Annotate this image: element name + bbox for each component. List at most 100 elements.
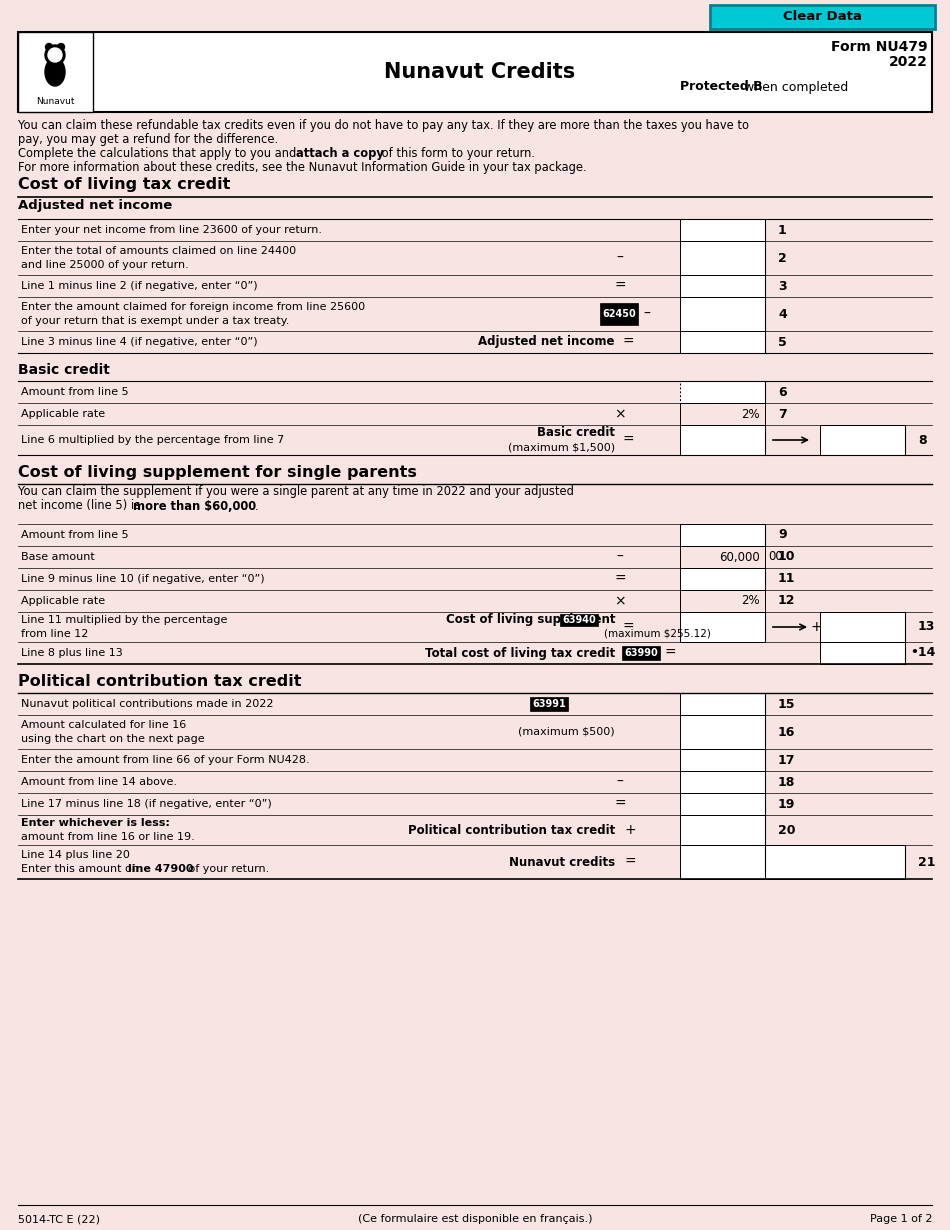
Text: Enter whichever is less:: Enter whichever is less:: [21, 818, 170, 828]
Bar: [680, 845, 905, 879]
Text: more than $60,000: more than $60,000: [133, 499, 256, 513]
Text: 10: 10: [778, 551, 795, 563]
Text: 1: 1: [778, 224, 787, 236]
Text: of your return that is exempt under a tax treaty.: of your return that is exempt under a ta…: [21, 316, 290, 326]
Text: 5014-TC E (22): 5014-TC E (22): [18, 1214, 100, 1224]
Bar: [680, 241, 765, 276]
Text: Enter the amount from line 66 of your Form NU428.: Enter the amount from line 66 of your Fo…: [21, 755, 310, 765]
Circle shape: [58, 43, 65, 50]
Bar: [560, 614, 598, 626]
Text: Applicable rate: Applicable rate: [21, 597, 105, 606]
Ellipse shape: [45, 58, 65, 86]
Text: –: –: [617, 251, 623, 264]
Text: Clear Data: Clear Data: [783, 11, 862, 23]
Bar: [680, 793, 765, 815]
Text: 12: 12: [778, 594, 795, 608]
Bar: [820, 426, 905, 455]
Text: 2: 2: [778, 251, 787, 264]
Text: Cost of living tax credit: Cost of living tax credit: [18, 176, 230, 192]
Text: You can claim the supplement if you were a single parent at any time in 2022 and: You can claim the supplement if you were…: [18, 486, 574, 498]
Text: +: +: [625, 823, 636, 836]
Text: pay, you may get a refund for the difference.: pay, you may get a refund for the differ…: [18, 134, 278, 146]
Text: –: –: [617, 775, 623, 788]
Text: 15: 15: [778, 697, 795, 711]
Text: =: =: [615, 279, 626, 293]
Text: Adjusted net income: Adjusted net income: [18, 199, 172, 213]
Text: Line 6 multiplied by the percentage from line 7: Line 6 multiplied by the percentage from…: [21, 435, 284, 445]
Text: 2%: 2%: [741, 407, 760, 421]
Bar: [18, 32, 932, 112]
Text: Total cost of living tax credit: Total cost of living tax credit: [425, 647, 615, 659]
Text: 9: 9: [778, 529, 787, 541]
Text: =: =: [664, 646, 675, 661]
Text: Enter this amount on: Enter this amount on: [21, 863, 142, 875]
Text: =: =: [625, 855, 636, 870]
Text: and line 25000 of your return.: and line 25000 of your return.: [21, 260, 189, 271]
Text: =: =: [615, 797, 626, 811]
Text: 5: 5: [778, 336, 787, 348]
Bar: [680, 815, 765, 845]
Bar: [680, 331, 765, 353]
Text: of your return.: of your return.: [185, 863, 269, 875]
Text: 21: 21: [918, 856, 936, 868]
Bar: [680, 568, 765, 590]
Text: ×: ×: [615, 407, 626, 421]
Text: For more information about these credits, see the Nunavut Information Guide in y: For more information about these credits…: [18, 161, 586, 175]
Text: Enter the total of amounts claimed on line 24400: Enter the total of amounts claimed on li…: [21, 246, 296, 256]
Text: 19: 19: [778, 797, 795, 811]
Text: Nunavut credits: Nunavut credits: [509, 856, 615, 868]
Text: Nunavut Credits: Nunavut Credits: [385, 62, 576, 82]
Bar: [680, 524, 765, 546]
Text: of this form to your return.: of this form to your return.: [378, 148, 535, 160]
Text: =: =: [623, 433, 635, 446]
Text: Base amount: Base amount: [21, 552, 95, 562]
Bar: [680, 771, 765, 793]
Text: 62450: 62450: [602, 309, 636, 319]
Bar: [680, 613, 765, 642]
Text: =: =: [623, 335, 635, 349]
Text: 3: 3: [778, 279, 787, 293]
Text: Nunavut: Nunavut: [36, 97, 74, 107]
Text: .: .: [255, 499, 258, 513]
Bar: [680, 749, 765, 771]
Text: 00: 00: [768, 551, 783, 563]
Bar: [680, 381, 765, 403]
Text: 18: 18: [778, 775, 795, 788]
Text: Cost of living supplement: Cost of living supplement: [446, 614, 615, 626]
Circle shape: [48, 48, 62, 62]
Text: when completed: when completed: [740, 80, 848, 93]
Bar: [680, 276, 765, 296]
Text: using the chart on the next page: using the chart on the next page: [21, 734, 204, 744]
Text: (maximum $1,500): (maximum $1,500): [508, 443, 615, 453]
Text: 11: 11: [778, 572, 795, 585]
Text: =: =: [615, 572, 626, 585]
Text: 17: 17: [778, 754, 795, 766]
Text: Enter your net income from line 23600 of your return.: Enter your net income from line 23600 of…: [21, 225, 322, 235]
Text: 2%: 2%: [741, 594, 760, 608]
Text: 7: 7: [778, 407, 787, 421]
Text: Basic credit: Basic credit: [18, 363, 110, 378]
Text: Amount from line 14 above.: Amount from line 14 above.: [21, 777, 177, 787]
Text: 20: 20: [778, 824, 795, 836]
Text: 16: 16: [778, 726, 795, 738]
Bar: [680, 426, 765, 455]
Text: Form NU479: Form NU479: [831, 41, 928, 54]
Bar: [680, 296, 765, 331]
Bar: [680, 219, 765, 241]
Text: Line 14 plus line 20: Line 14 plus line 20: [21, 850, 130, 860]
Text: 63990: 63990: [624, 648, 657, 658]
Bar: [680, 692, 765, 715]
Text: 6: 6: [778, 385, 787, 399]
Text: Line 3 minus line 4 (if negative, enter “0”): Line 3 minus line 4 (if negative, enter …: [21, 337, 257, 347]
Bar: [530, 697, 568, 711]
Text: 60,000: 60,000: [719, 551, 760, 563]
Text: Amount from line 5: Amount from line 5: [21, 530, 128, 540]
Text: Enter the amount claimed for foreign income from line 25600: Enter the amount claimed for foreign inc…: [21, 303, 365, 312]
Bar: [820, 613, 905, 642]
Text: You can claim these refundable tax credits even if you do not have to pay any ta: You can claim these refundable tax credi…: [18, 119, 749, 133]
Bar: [18, 32, 93, 112]
Text: Line 1 minus line 2 (if negative, enter “0”): Line 1 minus line 2 (if negative, enter …: [21, 280, 257, 292]
Text: 8: 8: [918, 433, 926, 446]
Text: Line 9 minus line 10 (if negative, enter “0”): Line 9 minus line 10 (if negative, enter…: [21, 574, 265, 584]
Text: Nunavut political contributions made in 2022: Nunavut political contributions made in …: [21, 699, 274, 708]
